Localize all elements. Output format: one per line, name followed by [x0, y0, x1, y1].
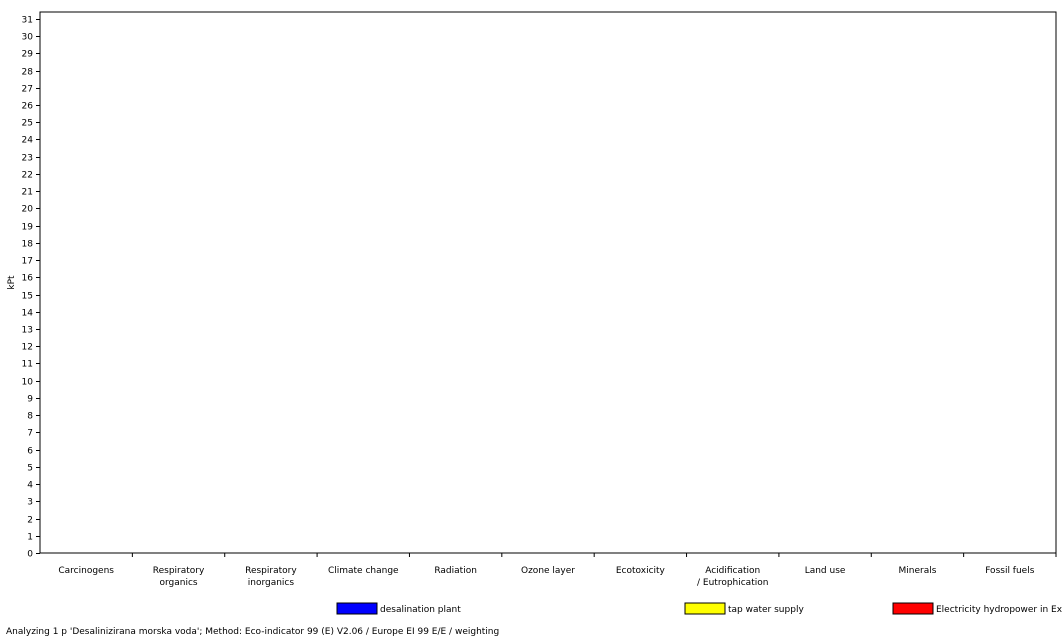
y-tick-label: 24: [22, 136, 34, 146]
x-category-label: Climate change: [328, 566, 399, 576]
y-tick-label: 10: [22, 378, 34, 388]
x-category-label: Carcinogens: [58, 566, 114, 576]
y-tick-label: 23: [22, 154, 33, 164]
y-tick-label: 7: [27, 429, 33, 439]
legend-swatch: [892, 602, 934, 615]
y-tick-label: 31: [22, 16, 33, 26]
legend: desalination plant tap water supply Electr…: [336, 602, 1062, 615]
legend-label: desalination plant: [380, 605, 461, 615]
legend-swatch: [336, 602, 378, 615]
y-tick-label: 13: [22, 326, 33, 336]
y-tick-label: 19: [22, 223, 34, 233]
legend-label: tap water supply: [728, 605, 804, 615]
x-category-label: Radiation: [434, 566, 477, 576]
y-tick-label: 27: [22, 85, 33, 95]
x-category-labels: Carcinogens Respiratory organics Respirator…: [58, 566, 1034, 588]
y-tick-label: 14: [22, 309, 34, 319]
y-tick-label: 0: [27, 550, 33, 560]
y-tick-label: 15: [22, 292, 33, 302]
y-tick-label: 11: [22, 360, 33, 370]
x-category-label: Acidification: [705, 566, 760, 576]
y-tick-label: 6: [27, 447, 33, 457]
x-category-label: inorganics: [248, 578, 295, 588]
legend-swatch: [684, 602, 726, 615]
y-tick-label: 2: [27, 516, 33, 526]
x-category-label: Respiratory: [153, 566, 205, 576]
y-tick-label: 30: [22, 33, 34, 43]
analysis-caption: Analyzing 1 p 'Desalinizirana morska vod…: [6, 627, 500, 637]
y-tick-label: 25: [22, 119, 33, 129]
x-category-label: Minerals: [898, 566, 936, 576]
x-category-label: Land use: [805, 566, 846, 576]
y-tick-label: 5: [27, 464, 33, 474]
y-tick-label: 4: [27, 481, 33, 491]
y-tick-label: 12: [22, 343, 33, 353]
plot-frame: [39, 11, 1057, 554]
y-tick-label: 28: [22, 68, 34, 78]
y-axis-label: kPt: [7, 275, 17, 290]
y-tick-label: 8: [27, 412, 33, 422]
y-tick-label: 17: [22, 257, 33, 267]
y-tick-labels: 0123456789101112131415161718192021222324…: [22, 16, 34, 560]
x-category-label: Respiratory: [245, 566, 297, 576]
x-category-label: organics: [159, 578, 197, 588]
y-tick-label: 21: [22, 188, 33, 198]
axes-layer: [36, 11, 1057, 557]
y-tick-label: 22: [22, 171, 33, 181]
y-tick-label: 20: [22, 205, 34, 215]
y-tick-label: 1: [27, 533, 33, 543]
x-category-label: Ecotoxicity: [616, 566, 666, 576]
x-category-label: Ozone layer: [521, 566, 575, 576]
x-category-label: Fossil fuels: [985, 566, 1035, 576]
y-tick-label: 9: [27, 395, 33, 405]
legend-label: Electricity hydropower in Ex-Ju S: [936, 605, 1062, 615]
x-category-label: / Eutrophication: [697, 578, 768, 588]
y-tick-label: 16: [22, 274, 34, 284]
y-tick-label: 26: [22, 102, 34, 112]
y-tick-label: 29: [22, 50, 34, 60]
y-tick-label: 3: [27, 498, 33, 508]
y-tick-label: 18: [22, 240, 34, 250]
